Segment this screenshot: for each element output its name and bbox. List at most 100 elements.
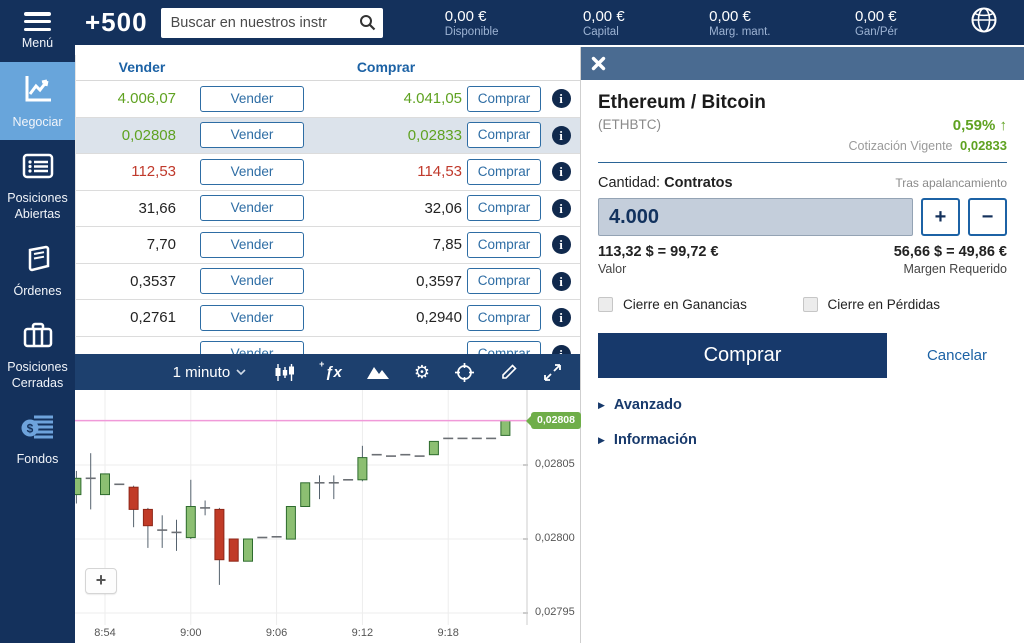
- info-icon[interactable]: i: [551, 271, 571, 291]
- sidebar-item-label: Fondos: [16, 452, 59, 467]
- info-icon[interactable]: i: [551, 89, 571, 109]
- close-profit-label: Cierre en Ganancias: [623, 297, 747, 312]
- fx-plus: +: [319, 358, 325, 369]
- quote-row[interactable]: 112,53 Vender 114,53 Comprar i: [76, 154, 580, 191]
- sidebar-item-menu[interactable]: Menú: [0, 0, 75, 62]
- stat-value: 0,00 €: [854, 7, 897, 25]
- search-icon[interactable]: [359, 14, 376, 36]
- info-icon[interactable]: i: [551, 235, 571, 255]
- search-input[interactable]: [160, 7, 383, 38]
- quote-row[interactable]: 31,66 Vender 32,06 Comprar i: [76, 191, 580, 227]
- action-row: Comprar Cancelar: [598, 333, 1007, 378]
- order-panel: Ethereum / Bitcoin (ETHBTC) 0,59% ↑ Coti…: [580, 47, 1024, 643]
- buy-button[interactable]: Comprar: [467, 195, 541, 222]
- cancel-link[interactable]: Cancelar: [926, 347, 987, 364]
- buy-button[interactable]: Comprar: [467, 304, 541, 331]
- briefcase-icon: [21, 320, 55, 355]
- margin-label: Margen Requerido: [903, 262, 1007, 276]
- value-label: Valor: [598, 262, 627, 276]
- decrease-quantity-button[interactable]: −: [968, 198, 1007, 236]
- sidebar-item-ordenes[interactable]: Órdenes: [0, 233, 75, 310]
- info-icon[interactable]: i: [551, 198, 571, 218]
- globe-icon[interactable]: [970, 6, 998, 39]
- close-profit-option[interactable]: Cierre en Ganancias: [598, 297, 803, 312]
- close-loss-checkbox[interactable]: [802, 297, 818, 312]
- account-stats: 0,00 € Disponible 0,00 € Capital 0,00 € …: [383, 8, 970, 38]
- close-profit-checkbox[interactable]: [598, 297, 613, 312]
- y-axis-label: 0,02800: [535, 532, 575, 545]
- triangle-right-icon: ▶: [598, 434, 605, 445]
- buy-button[interactable]: Comprar: [467, 85, 541, 112]
- value-block: 113,32 $ = 99,72 € Valor: [598, 244, 719, 276]
- sell-button[interactable]: Vender: [200, 341, 304, 354]
- info-icon[interactable]: i: [551, 162, 571, 182]
- triangle-right-icon: ▶: [598, 399, 605, 410]
- x-axis-label: 9:18: [437, 627, 459, 639]
- crosshair-icon[interactable]: [454, 362, 475, 383]
- quote-row[interactable]: Vender Comprar i: [76, 337, 580, 354]
- info-icon[interactable]: i: [551, 344, 571, 354]
- sidebar-item-negociar[interactable]: Negociar: [0, 61, 75, 141]
- increase-quantity-button[interactable]: +: [921, 198, 960, 236]
- sidebar-item-fondos[interactable]: $ Fondos: [0, 401, 75, 478]
- quote-row[interactable]: 7,70 Vender 7,85 Comprar i: [76, 227, 580, 264]
- quote-row[interactable]: 0,2761 Vender 0,2940 Comprar i: [76, 300, 580, 337]
- chevron-down-icon: [236, 369, 246, 375]
- draw-pencil-icon[interactable]: [499, 362, 519, 382]
- buy-button[interactable]: Comprar: [467, 158, 541, 185]
- candlestick-plot: +: [75, 390, 528, 625]
- quantity-unit: Contratos: [664, 175, 733, 191]
- advanced-expander[interactable]: ▶ Avanzado: [598, 397, 1007, 413]
- sell-button[interactable]: Vender: [200, 85, 304, 112]
- gear-glyph: ⚙: [413, 362, 430, 382]
- buy-button[interactable]: Comprar: [467, 268, 541, 295]
- quotes-header: Vender Comprar: [76, 55, 580, 81]
- buy-button[interactable]: Comprar: [467, 122, 541, 149]
- sidebar-item-posiciones-abiertas[interactable]: Posiciones Abiertas: [0, 140, 75, 232]
- information-expander[interactable]: ▶ Información: [598, 432, 1007, 448]
- instrument-row: (ETHBTC) 0,59% ↑: [598, 117, 1007, 134]
- sell-button[interactable]: Vender: [200, 122, 304, 149]
- sell-button[interactable]: Vender: [200, 231, 304, 258]
- sell-price: 7,70: [146, 236, 176, 254]
- quote-row[interactable]: 0,3537 Vender 0,3597 Comprar i: [76, 264, 580, 300]
- quote-row[interactable]: 4.006,07 Vender 4.041,05 Comprar i: [76, 81, 580, 118]
- sell-button[interactable]: Vender: [200, 304, 304, 331]
- buy-price: 114,53: [417, 163, 462, 181]
- up-arrow-icon: ↑: [999, 117, 1008, 134]
- buy-price: 0,02833: [407, 126, 462, 144]
- chart-style-icon[interactable]: [366, 364, 390, 380]
- sell-price: 0,3537: [130, 272, 176, 290]
- funds-icon: $: [20, 412, 56, 447]
- change-value: 0,59%: [952, 117, 996, 134]
- margin-amount: 56,66 $ = 49,86 €: [893, 244, 1007, 260]
- settings-gear-icon[interactable]: ⚙: [414, 363, 430, 381]
- fx-label: ƒx: [325, 363, 342, 381]
- candlestick-type-icon[interactable]: [274, 363, 295, 382]
- indicators-fx-icon[interactable]: + ƒx: [319, 359, 342, 381]
- quote-row[interactable]: 0,02808 Vender 0,02833 Comprar i: [76, 117, 580, 154]
- quote-value: 0,02833: [960, 138, 1007, 153]
- sell-button[interactable]: Vender: [200, 195, 304, 222]
- info-icon[interactable]: i: [551, 308, 571, 328]
- buy-button[interactable]: Comprar: [467, 231, 541, 258]
- fullscreen-expand-icon[interactable]: [543, 363, 562, 382]
- info-icon[interactable]: i: [551, 125, 571, 145]
- leverage-note: Tras apalancamiento: [895, 176, 1007, 190]
- buy-column-header: Comprar: [356, 59, 416, 75]
- price-axis[interactable]: 0,02805 0,02800 0,02795: [528, 390, 580, 625]
- sell-button[interactable]: Vender: [200, 158, 304, 185]
- sidebar-item-label: Órdenes: [13, 283, 62, 298]
- buy-button[interactable]: Comprar: [467, 341, 541, 354]
- chart-zoom-in-button[interactable]: +: [85, 568, 117, 594]
- close-icon[interactable]: [591, 56, 606, 71]
- buy-submit-button[interactable]: Comprar: [598, 333, 887, 378]
- quantity-input[interactable]: [598, 198, 913, 236]
- plus500-logo[interactable]: +500: [85, 7, 148, 37]
- sidebar-item-posiciones-cerradas[interactable]: Posiciones Cerradas: [0, 309, 75, 401]
- close-loss-option[interactable]: Cierre en Pérdidas: [802, 297, 1008, 312]
- time-axis[interactable]: 8:54 9:00 9:06 9:12 9:18: [75, 625, 528, 643]
- sell-button[interactable]: Vender: [200, 268, 304, 295]
- timeframe-dropdown[interactable]: 1 minuto: [173, 364, 247, 381]
